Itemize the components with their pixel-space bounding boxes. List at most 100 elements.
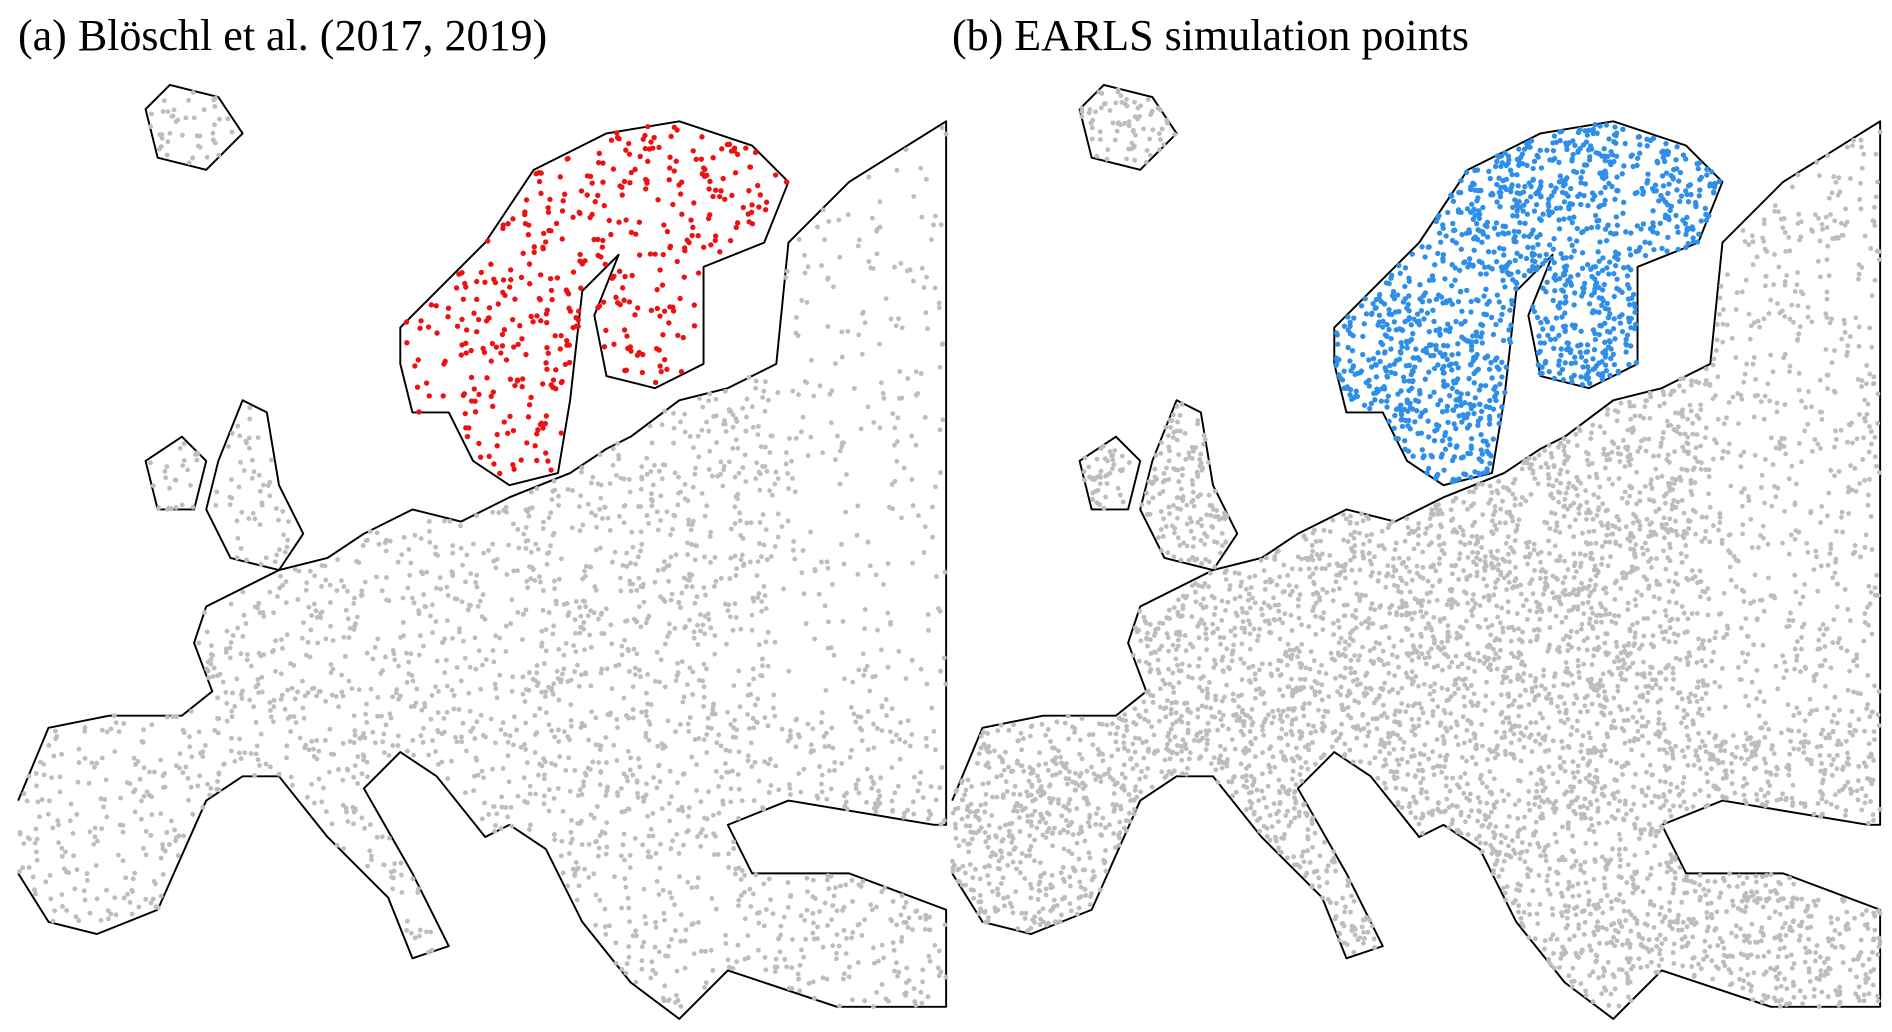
grey-point xyxy=(834,932,840,938)
grey-point xyxy=(556,646,562,652)
grey-point xyxy=(936,305,942,311)
grey-point xyxy=(116,729,122,735)
grey-point xyxy=(1696,646,1702,651)
grey-point xyxy=(1302,701,1307,707)
red-point xyxy=(543,311,550,317)
grey-point xyxy=(1526,902,1532,907)
grey-point xyxy=(573,599,579,604)
grey-point xyxy=(301,620,306,626)
grey-point xyxy=(581,620,587,625)
grey-point xyxy=(1571,534,1577,540)
red-point xyxy=(754,182,761,189)
grey-point xyxy=(849,747,854,753)
grey-point xyxy=(841,904,847,910)
red-point xyxy=(507,284,513,290)
grey-point xyxy=(307,568,313,574)
grey-point xyxy=(1047,782,1053,788)
grey-point xyxy=(689,522,695,527)
grey-point xyxy=(1751,642,1757,648)
grey-point xyxy=(773,469,779,475)
grey-point xyxy=(1699,696,1705,702)
grey-point xyxy=(95,838,100,844)
grey-point xyxy=(1615,409,1621,415)
grey-point xyxy=(930,534,935,540)
red-point xyxy=(632,166,638,173)
grey-point xyxy=(1616,852,1622,858)
grey-point xyxy=(113,720,119,726)
grey-point xyxy=(421,725,426,731)
grey-point xyxy=(792,489,798,495)
grey-point xyxy=(1748,516,1754,522)
grey-point xyxy=(1257,667,1262,673)
grey-point xyxy=(831,284,836,290)
grey-point xyxy=(1636,956,1642,962)
grey-point xyxy=(541,801,547,807)
grey-point xyxy=(634,587,640,593)
grey-point xyxy=(1847,668,1852,674)
grey-point xyxy=(1247,574,1252,580)
grey-point xyxy=(942,569,948,575)
grey-point xyxy=(499,804,505,810)
grey-point xyxy=(695,642,701,648)
grey-point xyxy=(1097,481,1103,487)
grey-point xyxy=(151,769,157,775)
red-point xyxy=(546,227,552,234)
grey-point xyxy=(820,975,826,981)
grey-point xyxy=(1663,608,1668,614)
grey-point xyxy=(1705,901,1711,907)
grey-point xyxy=(756,591,762,596)
grey-point xyxy=(767,450,773,455)
red-point xyxy=(474,296,480,303)
grey-point xyxy=(1717,684,1723,690)
grey-point xyxy=(1542,938,1548,944)
grey-point xyxy=(327,582,333,588)
grey-point xyxy=(581,779,587,785)
grey-point xyxy=(762,954,768,960)
grey-point xyxy=(1722,963,1728,969)
grey-point xyxy=(499,794,505,800)
grey-point xyxy=(1847,967,1853,973)
grey-point xyxy=(614,790,620,796)
grey-point xyxy=(254,743,260,749)
grey-point xyxy=(174,714,180,720)
grey-point xyxy=(1649,677,1655,683)
grey-point xyxy=(690,669,696,675)
grey-point xyxy=(578,725,584,730)
grey-point xyxy=(1097,137,1103,142)
grey-point xyxy=(1600,925,1606,930)
grey-point xyxy=(810,910,816,916)
grey-point xyxy=(1260,750,1266,755)
grey-point xyxy=(656,468,662,474)
grey-point xyxy=(943,681,949,687)
grey-point xyxy=(309,781,315,787)
grey-point xyxy=(786,486,791,492)
grey-point xyxy=(1475,650,1481,656)
grey-point xyxy=(255,605,260,611)
grey-point xyxy=(1215,626,1220,632)
grey-point xyxy=(217,671,223,677)
grey-point xyxy=(1718,748,1723,754)
grey-point xyxy=(528,822,533,828)
grey-point xyxy=(868,774,874,780)
grey-point xyxy=(577,528,583,534)
red-point xyxy=(749,202,755,208)
grey-point xyxy=(258,731,264,737)
grey-point xyxy=(1035,897,1041,902)
grey-point xyxy=(692,471,698,477)
red-point xyxy=(712,237,718,244)
red-point xyxy=(679,179,685,185)
grey-point xyxy=(667,890,673,895)
red-point xyxy=(507,376,514,382)
grey-point xyxy=(306,747,312,753)
grey-point xyxy=(896,648,902,654)
grey-point xyxy=(341,584,347,589)
grey-point xyxy=(1090,496,1096,502)
grey-point xyxy=(1239,641,1245,647)
grey-point xyxy=(1681,877,1687,883)
grey-point xyxy=(473,755,479,761)
grey-point xyxy=(1612,795,1618,801)
grey-point xyxy=(650,967,656,973)
grey-point xyxy=(738,626,744,632)
grey-point xyxy=(1286,787,1292,793)
grey-point xyxy=(823,688,829,693)
